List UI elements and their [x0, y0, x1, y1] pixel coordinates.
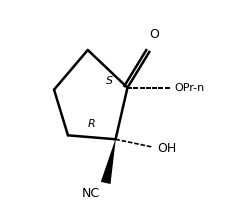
Text: O: O [149, 28, 159, 41]
Text: NC: NC [82, 186, 100, 199]
Text: S: S [106, 75, 113, 85]
Text: OH: OH [157, 141, 176, 154]
Polygon shape [101, 140, 116, 184]
Text: OPr-n: OPr-n [174, 82, 204, 92]
Text: R: R [88, 119, 96, 129]
